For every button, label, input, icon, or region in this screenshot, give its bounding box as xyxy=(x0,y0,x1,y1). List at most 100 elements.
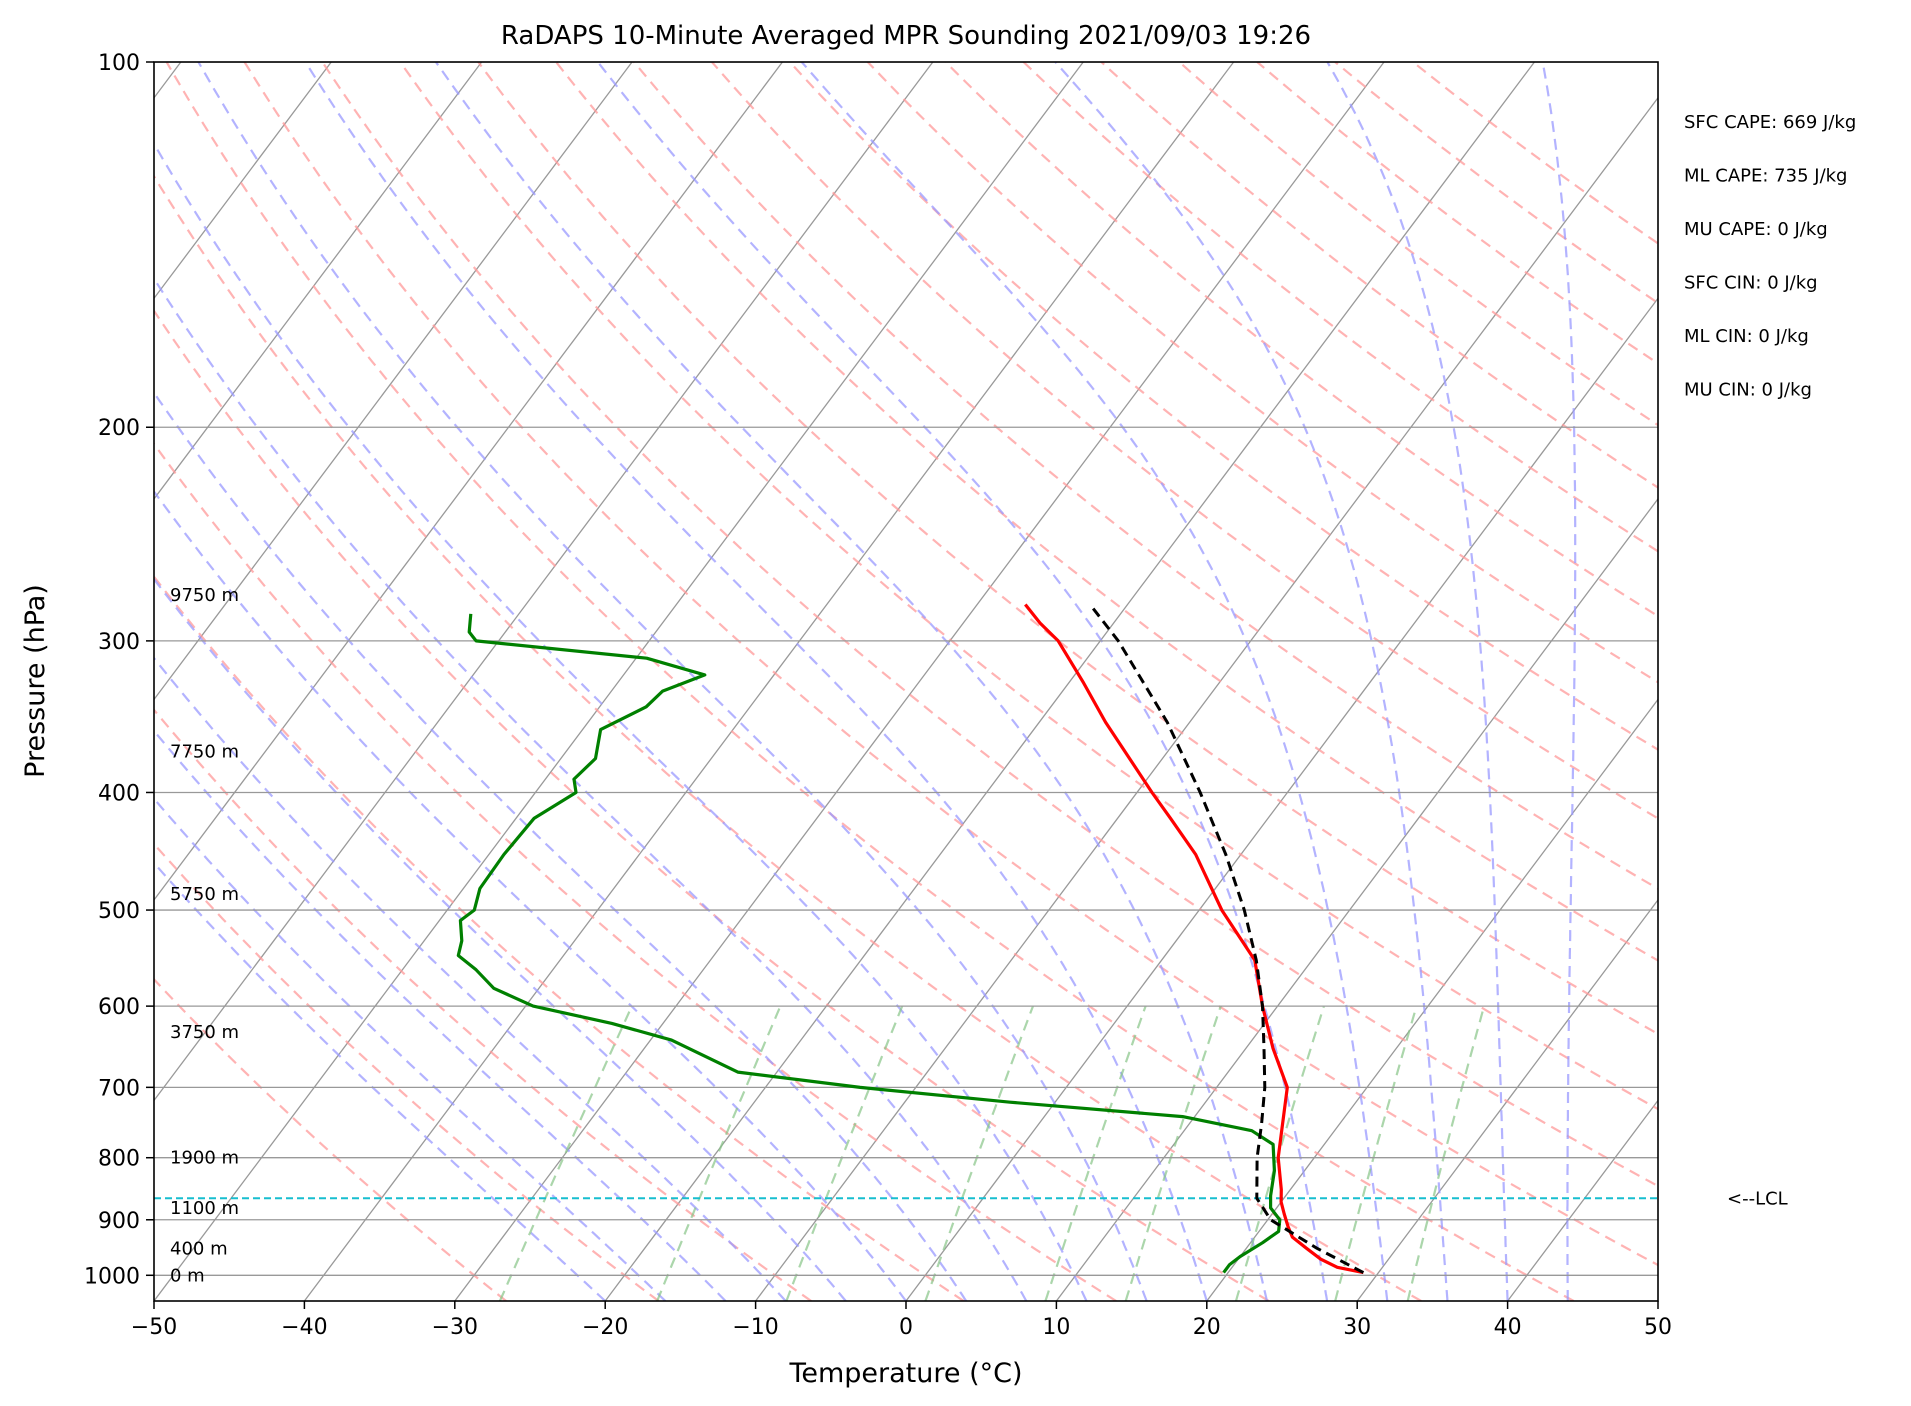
isotherm-line xyxy=(154,62,633,701)
mixing-ratio-line xyxy=(924,1005,1035,1301)
dry-adiabat-line xyxy=(154,308,1270,1301)
dry-adiabat-line xyxy=(1022,62,1658,553)
stability-index-text: MU CAPE: 0 J/kg xyxy=(1684,219,1828,240)
moist-adiabat-line xyxy=(154,276,1028,1301)
x-axis-label: Temperature (°C) xyxy=(788,1358,1022,1389)
temperature-profile-line xyxy=(1024,603,1364,1275)
isotherm-line xyxy=(1206,698,1658,1301)
y-tick-label: 1000 xyxy=(84,1264,140,1289)
x-tick-label: 20 xyxy=(1193,1315,1221,1340)
x-tick-label: 10 xyxy=(1042,1315,1070,1340)
moist-adiabat-line xyxy=(435,62,1269,1301)
isotherm-line xyxy=(154,62,1084,1301)
background-lines xyxy=(154,62,1911,1301)
isotherm-line xyxy=(905,297,1658,1301)
stability-index-text: SFC CAPE: 669 J/kg xyxy=(1684,112,1856,133)
parcel-path-line xyxy=(1088,603,1365,1274)
x-tick-label: −50 xyxy=(131,1315,177,1340)
dry-adiabat-line xyxy=(711,62,1658,820)
dewpoint-profile-line xyxy=(456,613,1282,1274)
dry-adiabat-line xyxy=(866,62,1658,684)
x-tick-label: −10 xyxy=(732,1315,778,1340)
moist-adiabat-line xyxy=(154,861,606,1301)
moist-adiabat-line xyxy=(1326,62,1509,1301)
dry-adiabat-line xyxy=(154,574,965,1301)
isotherm-line xyxy=(1657,1299,1658,1301)
y-tick-label: 100 xyxy=(98,51,140,76)
x-tick-label: 40 xyxy=(1494,1315,1522,1340)
moist-adiabat-line xyxy=(1541,62,1577,1301)
isotherm-line xyxy=(154,62,783,902)
x-tick-label: 30 xyxy=(1343,1315,1371,1340)
dry-adiabat-line xyxy=(154,174,1422,1301)
isotherm-line xyxy=(154,62,332,300)
moist-adiabat-line xyxy=(1054,62,1449,1301)
pressure-gridlines xyxy=(154,62,1658,1276)
height-label: 0 m xyxy=(170,1265,205,1286)
x-tick-label: −20 xyxy=(582,1315,628,1340)
x-tick-label: −30 xyxy=(432,1315,478,1340)
y-tick-label: 400 xyxy=(98,781,140,806)
moist-adiabat-line xyxy=(154,577,847,1301)
mixing-ratio-line xyxy=(656,1005,782,1301)
moist-adiabat-line xyxy=(304,62,1208,1301)
moist-adiabat-line xyxy=(197,62,1148,1301)
moist-adiabat-line xyxy=(154,390,968,1301)
mixing-ratio-line xyxy=(1044,1005,1147,1301)
height-labels: 0 m 400 m 1100 m 1900 m 3750 m 5750 m 7750 m 97… xyxy=(170,585,239,1286)
dry-adiabat-line xyxy=(1334,62,1658,305)
isotherm-line xyxy=(1356,898,1658,1301)
isotherm-line xyxy=(454,62,1385,1301)
mixing-ratio-line xyxy=(498,1005,633,1301)
stability-index-text: ML CAPE: 735 J/kg xyxy=(1684,166,1847,187)
x-axis-ticks: −50 −40 −30 −20 −10 0 10 20 30 40 50 xyxy=(131,1301,1672,1340)
dry-adiabat-line xyxy=(154,442,1117,1301)
dry-adiabat-line xyxy=(477,62,1658,1036)
isotherm-line xyxy=(604,62,1535,1301)
isotherm-line xyxy=(1808,62,1911,1301)
x-tick-label: 50 xyxy=(1644,1315,1672,1340)
mixing-ratio-line xyxy=(1124,1005,1222,1301)
height-label: 3750 m xyxy=(170,1022,239,1043)
dry-adiabat-line xyxy=(154,842,660,1301)
isotherm-line xyxy=(303,62,1235,1301)
moist-adiabat-line xyxy=(800,62,1389,1301)
stability-index-text: ML CIN: 0 J/kg xyxy=(1684,326,1809,347)
dry-adiabat-line xyxy=(633,62,1658,890)
dry-adiabat-line xyxy=(788,62,1658,751)
dry-adiabat-line xyxy=(399,62,1658,1111)
stability-index-text: MU CIN: 0 J/kg xyxy=(1684,380,1812,401)
y-tick-label: 300 xyxy=(98,630,140,655)
stability-index-text: SFC CIN: 0 J/kg xyxy=(1684,273,1818,294)
y-axis-ticks: 100 200 300 400 500 600 700 800 900 1000 xyxy=(84,51,154,1289)
x-tick-label: 0 xyxy=(899,1315,913,1340)
moist-adiabat-line xyxy=(154,656,787,1301)
moist-adiabat-line xyxy=(154,141,1088,1301)
dry-adiabat-line xyxy=(154,977,507,1301)
stability-indices: SFC CAPE: 669 J/kg ML CAPE: 735 J/kg MU CA… xyxy=(1684,112,1856,401)
height-label: 1100 m xyxy=(170,1198,239,1219)
isotherm-line xyxy=(154,62,483,500)
y-tick-label: 700 xyxy=(98,1076,140,1101)
y-tick-label: 200 xyxy=(98,416,140,441)
mixing-ratio-line xyxy=(1406,1005,1486,1301)
dry-adiabat-line xyxy=(1100,62,1658,489)
height-label: 400 m xyxy=(170,1238,228,1259)
lcl-label: <--LCL xyxy=(1727,1188,1788,1209)
y-tick-label: 500 xyxy=(98,899,140,924)
x-tick-label: −40 xyxy=(281,1315,327,1340)
isotherm-line xyxy=(1055,497,1658,1301)
y-axis-label: Pressure (hPa) xyxy=(20,584,51,778)
height-label: 7750 m xyxy=(170,741,239,762)
dry-adiabat-line xyxy=(555,62,1658,962)
dry-adiabat-line xyxy=(321,62,1658,1188)
sounding-profiles xyxy=(456,603,1365,1275)
y-tick-label: 600 xyxy=(98,995,140,1020)
chart-title: RaDAPS 10-Minute Averaged MPR Sounding 2… xyxy=(501,21,1311,51)
y-tick-label: 900 xyxy=(98,1209,140,1234)
isotherm-line xyxy=(154,62,934,1102)
height-label: 1900 m xyxy=(170,1148,239,1169)
y-tick-label: 800 xyxy=(98,1147,140,1172)
dry-adiabat-line xyxy=(243,62,1658,1267)
